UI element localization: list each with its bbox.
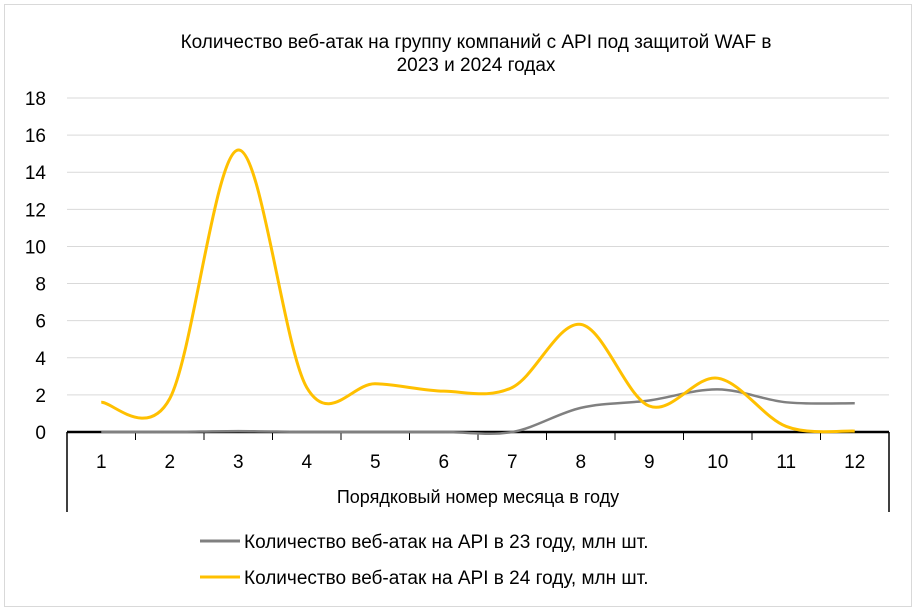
y-tick-label: 6 [35, 312, 46, 333]
legend-label-2024: Количество веб-атак на API в 24 году, мл… [244, 568, 649, 589]
chart-title-line-2: 2023 и 2024 годах [397, 55, 556, 76]
x-tick-label: 6 [438, 452, 449, 473]
y-tick-label: 0 [35, 423, 46, 444]
chart-title-line-1: Количество веб-атак на группу компаний с… [181, 32, 772, 53]
x-axis-tick-labels: 1 2 3 4 5 6 7 8 9 10 11 12 [96, 452, 865, 473]
gridlines [67, 97, 889, 396]
x-tick-label: 4 [301, 452, 312, 473]
chart-frame [4, 4, 912, 607]
x-tick-label: 2 [164, 452, 175, 473]
x-tick-label: 9 [644, 452, 655, 473]
chart-title: Количество веб-атак на группу компаний с… [181, 32, 772, 76]
y-tick-label: 8 [35, 275, 46, 296]
x-tick-label: 5 [370, 452, 381, 473]
series-line-2024 [100, 148, 855, 434]
x-tick-label: 1 [96, 452, 107, 473]
x-tick-label: 3 [233, 452, 244, 473]
x-tick-label: 7 [507, 452, 518, 473]
legend-label-2023: Количество веб-атак на API в 23 году, мл… [244, 532, 649, 553]
y-tick-label: 14 [25, 163, 47, 184]
series-line-2023 [101, 388, 855, 436]
x-tick-label: 10 [707, 452, 728, 473]
y-tick-label: 18 [25, 89, 46, 110]
x-tick-label: 8 [575, 452, 586, 473]
y-tick-label: 2 [35, 386, 46, 407]
x-axis-title: Порядковый номер месяца в году [337, 487, 619, 507]
y-tick-label: 16 [25, 126, 46, 147]
y-tick-label: 4 [35, 349, 46, 370]
x-tick-label: 11 [776, 452, 796, 473]
y-tick-label: 10 [25, 237, 46, 258]
y-tick-label: 12 [25, 200, 46, 221]
legend: Количество веб-атак на API в 23 году, мл… [200, 532, 649, 589]
series-lines [100, 148, 855, 436]
x-tick-label: 12 [844, 452, 865, 473]
y-axis-tick-labels: 0 2 4 6 8 10 12 14 16 18 [25, 89, 47, 444]
